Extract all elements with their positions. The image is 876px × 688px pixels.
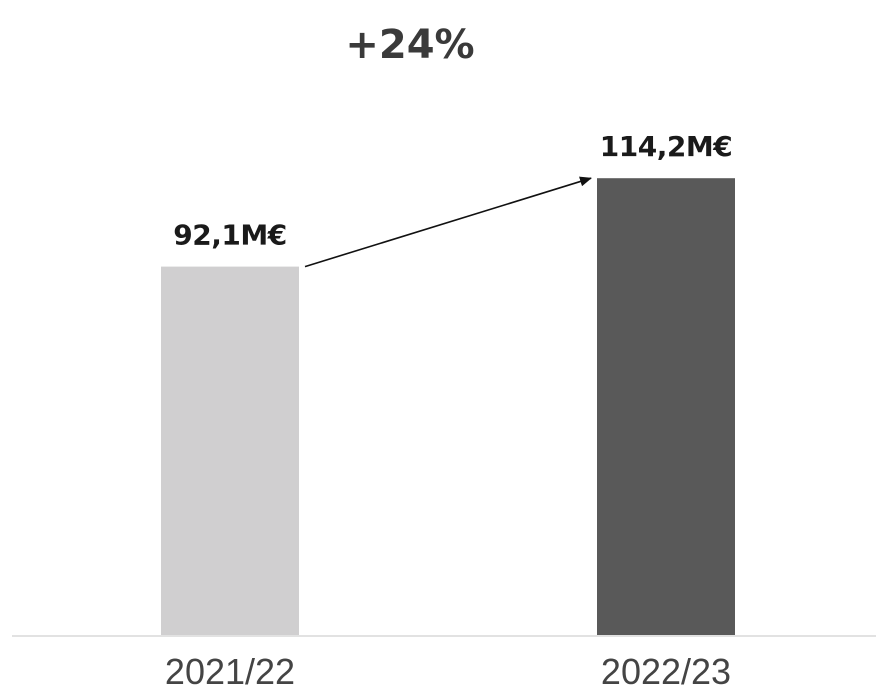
bar-2021-22 <box>161 266 299 635</box>
change-label: +24% <box>345 22 474 68</box>
x-tick-label-2022-23: 2022/23 <box>601 651 731 688</box>
value-label-2022-23: 114,2M€ <box>600 130 732 163</box>
change-arrow <box>304 176 592 268</box>
bar-2022-23 <box>597 178 735 635</box>
labels-layer: 92,1M€ 2021/22 114,2M€ 2022/23 <box>165 130 733 688</box>
x-tick-label-2021-22: 2021/22 <box>165 651 295 688</box>
bars-layer <box>161 178 735 635</box>
value-label-2021-22: 92,1M€ <box>173 219 286 252</box>
